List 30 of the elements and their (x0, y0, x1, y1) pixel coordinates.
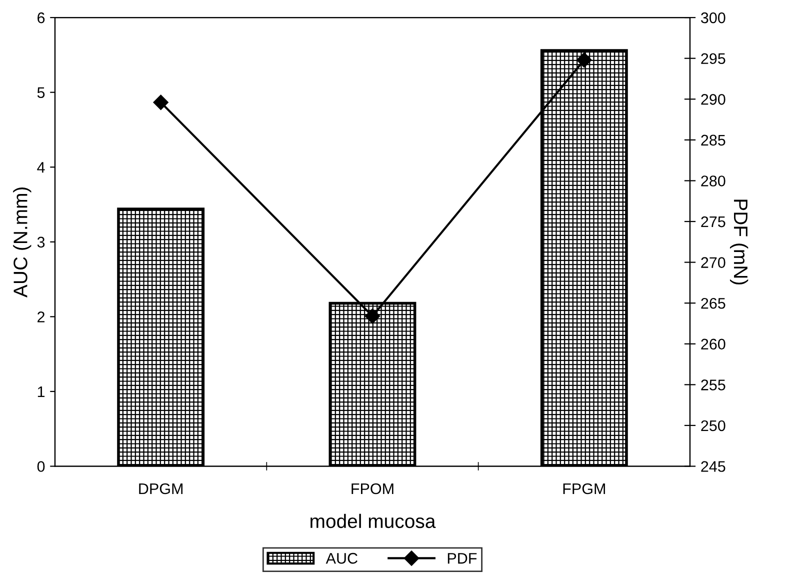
y2-tick-label: 290 (701, 94, 726, 105)
x-tick-label: FPOM (352, 483, 394, 494)
y2-tick-label: 300 (700, 12, 726, 24)
y2-tick-label: 260 (701, 338, 726, 350)
y2-tick-label: 275 (701, 216, 726, 228)
y-tick-label: 6 (38, 12, 45, 24)
y2-tick-label: 270 (701, 257, 726, 268)
y-tick-label: 3 (37, 236, 45, 248)
y-tick-label: 5 (37, 87, 45, 98)
y-axis-title: AUC (N.mm) (13, 187, 32, 298)
point (364, 308, 380, 324)
y-tick-label: 2 (38, 312, 44, 322)
x-axis-title: model mucosa (310, 514, 436, 528)
y2-tick-label: 250 (701, 420, 726, 432)
legend-label: AUC (326, 552, 358, 564)
point (576, 52, 592, 68)
x-tick-label: FPGM (563, 483, 605, 494)
y-tick-label: 4 (37, 162, 45, 173)
x-tick-label: DPGM (139, 483, 182, 494)
legend-label: PDF (448, 553, 477, 564)
point (153, 94, 168, 110)
y2-tick-label: 245 (701, 461, 726, 472)
y2-axis-title: PDF (mN) (730, 200, 748, 284)
y2-tick-label: 255 (701, 380, 726, 390)
y2-tick-label: 285 (701, 134, 726, 146)
y2-tick-label: 265 (701, 298, 726, 309)
y-tick-label: 0 (37, 461, 45, 472)
y2-tick-label: 280 (701, 176, 726, 186)
y2-tick-label: 295 (701, 53, 726, 64)
y-tick-label: 1 (38, 386, 45, 397)
